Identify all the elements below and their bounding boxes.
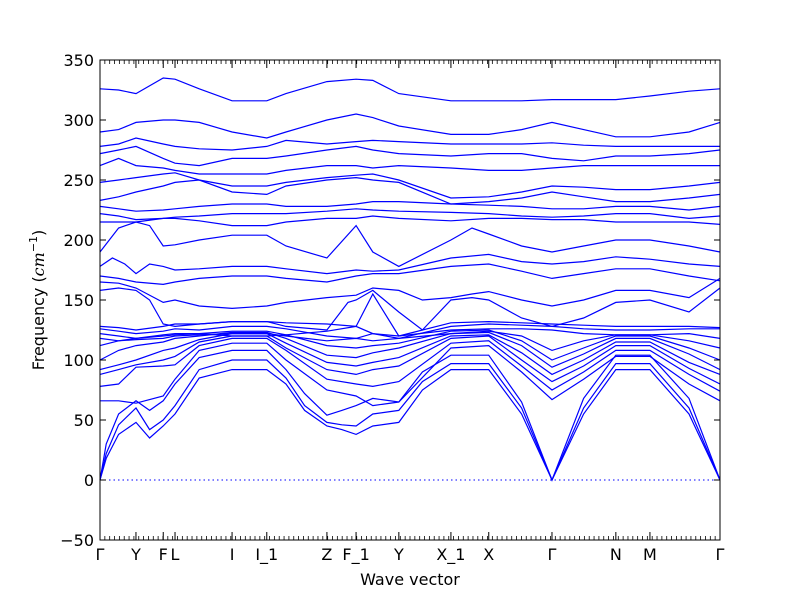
phonon-band-3 xyxy=(99,349,721,482)
y-tick-label: 50 xyxy=(74,411,94,430)
y-axis-title: Frequency (cm−1) xyxy=(27,230,48,371)
phonon-band-9 xyxy=(99,329,721,361)
phonon-band-12 xyxy=(99,323,720,340)
phonon-band-27 xyxy=(99,113,721,139)
y-axis-ticks: −50 0 50 100 150 200 250 300 350 xyxy=(60,51,720,550)
phonon-band-16 xyxy=(99,263,721,286)
x-tick-label: Z xyxy=(321,545,332,564)
y-tick-label: 300 xyxy=(63,111,94,130)
x-tick-label: L xyxy=(171,545,180,564)
phonon-band-21 xyxy=(99,201,721,212)
y-axis-title-paren-close: ) xyxy=(29,230,48,236)
y-tick-label: 350 xyxy=(63,51,94,70)
phonon-band-28 xyxy=(99,77,721,102)
phonon-band-5 xyxy=(99,337,721,392)
phonon-band-14 xyxy=(99,287,721,331)
phonon-band-24 xyxy=(99,157,720,175)
x-tick-label: Y xyxy=(393,545,404,564)
phonon-band-23 xyxy=(99,172,721,199)
y-tick-label: 200 xyxy=(63,231,94,250)
y-axis-title-paren-open: ( xyxy=(29,276,48,287)
phonon-band-2 xyxy=(99,359,721,482)
x-tick-label: M xyxy=(643,545,657,564)
x-tick-label: Y xyxy=(130,545,141,564)
minor-ticks xyxy=(99,60,721,540)
phonon-band-20 xyxy=(99,208,721,221)
phonon-band-11 xyxy=(99,325,721,340)
phonon-band-15 xyxy=(99,277,721,310)
x-tick-label: Γ xyxy=(716,545,725,564)
y-tick-label: −50 xyxy=(60,531,94,550)
y-tick-label: 100 xyxy=(63,351,94,370)
x-tick-label: Γ xyxy=(548,545,557,564)
y-tick-label: 250 xyxy=(63,171,94,190)
bands-group xyxy=(99,77,721,482)
x-tick-label: F xyxy=(159,545,168,564)
x-tick-label: Γ xyxy=(96,545,105,564)
y-axis-title-unit-exponent: −1 xyxy=(27,236,40,252)
phonon-band-17 xyxy=(99,253,721,275)
y-tick-label: 0 xyxy=(84,471,94,490)
phonon-band-18 xyxy=(99,221,721,268)
y-axis-title-text: Frequency xyxy=(29,288,48,371)
x-tick-label: X_1 xyxy=(436,545,465,565)
phonon-band-25 xyxy=(99,145,721,167)
phonon-band-26 xyxy=(99,137,720,151)
x-tick-label: I_1 xyxy=(255,545,278,565)
phonon-band-4 xyxy=(100,342,721,407)
y-axis-title-unit: cm xyxy=(29,252,48,276)
x-axis-title: Wave vector xyxy=(360,570,460,589)
x-tick-label: N xyxy=(610,545,622,564)
y-tick-label: 150 xyxy=(63,291,94,310)
x-axis-ticks: Γ Y F L I I_1 Z F_1 Y X_1 X Γ N M Γ xyxy=(96,60,725,565)
phonon-band-10 xyxy=(99,330,721,352)
phonon-band-22 xyxy=(99,176,721,205)
phonon-band-7 xyxy=(99,333,721,376)
phonon-band-6 xyxy=(99,335,721,385)
phonon-band-1 xyxy=(99,369,721,482)
x-tick-label: I xyxy=(230,545,235,564)
phonon-band-8 xyxy=(99,331,721,371)
x-tick-label: X xyxy=(483,545,494,564)
x-tick-label: F_1 xyxy=(342,545,369,565)
